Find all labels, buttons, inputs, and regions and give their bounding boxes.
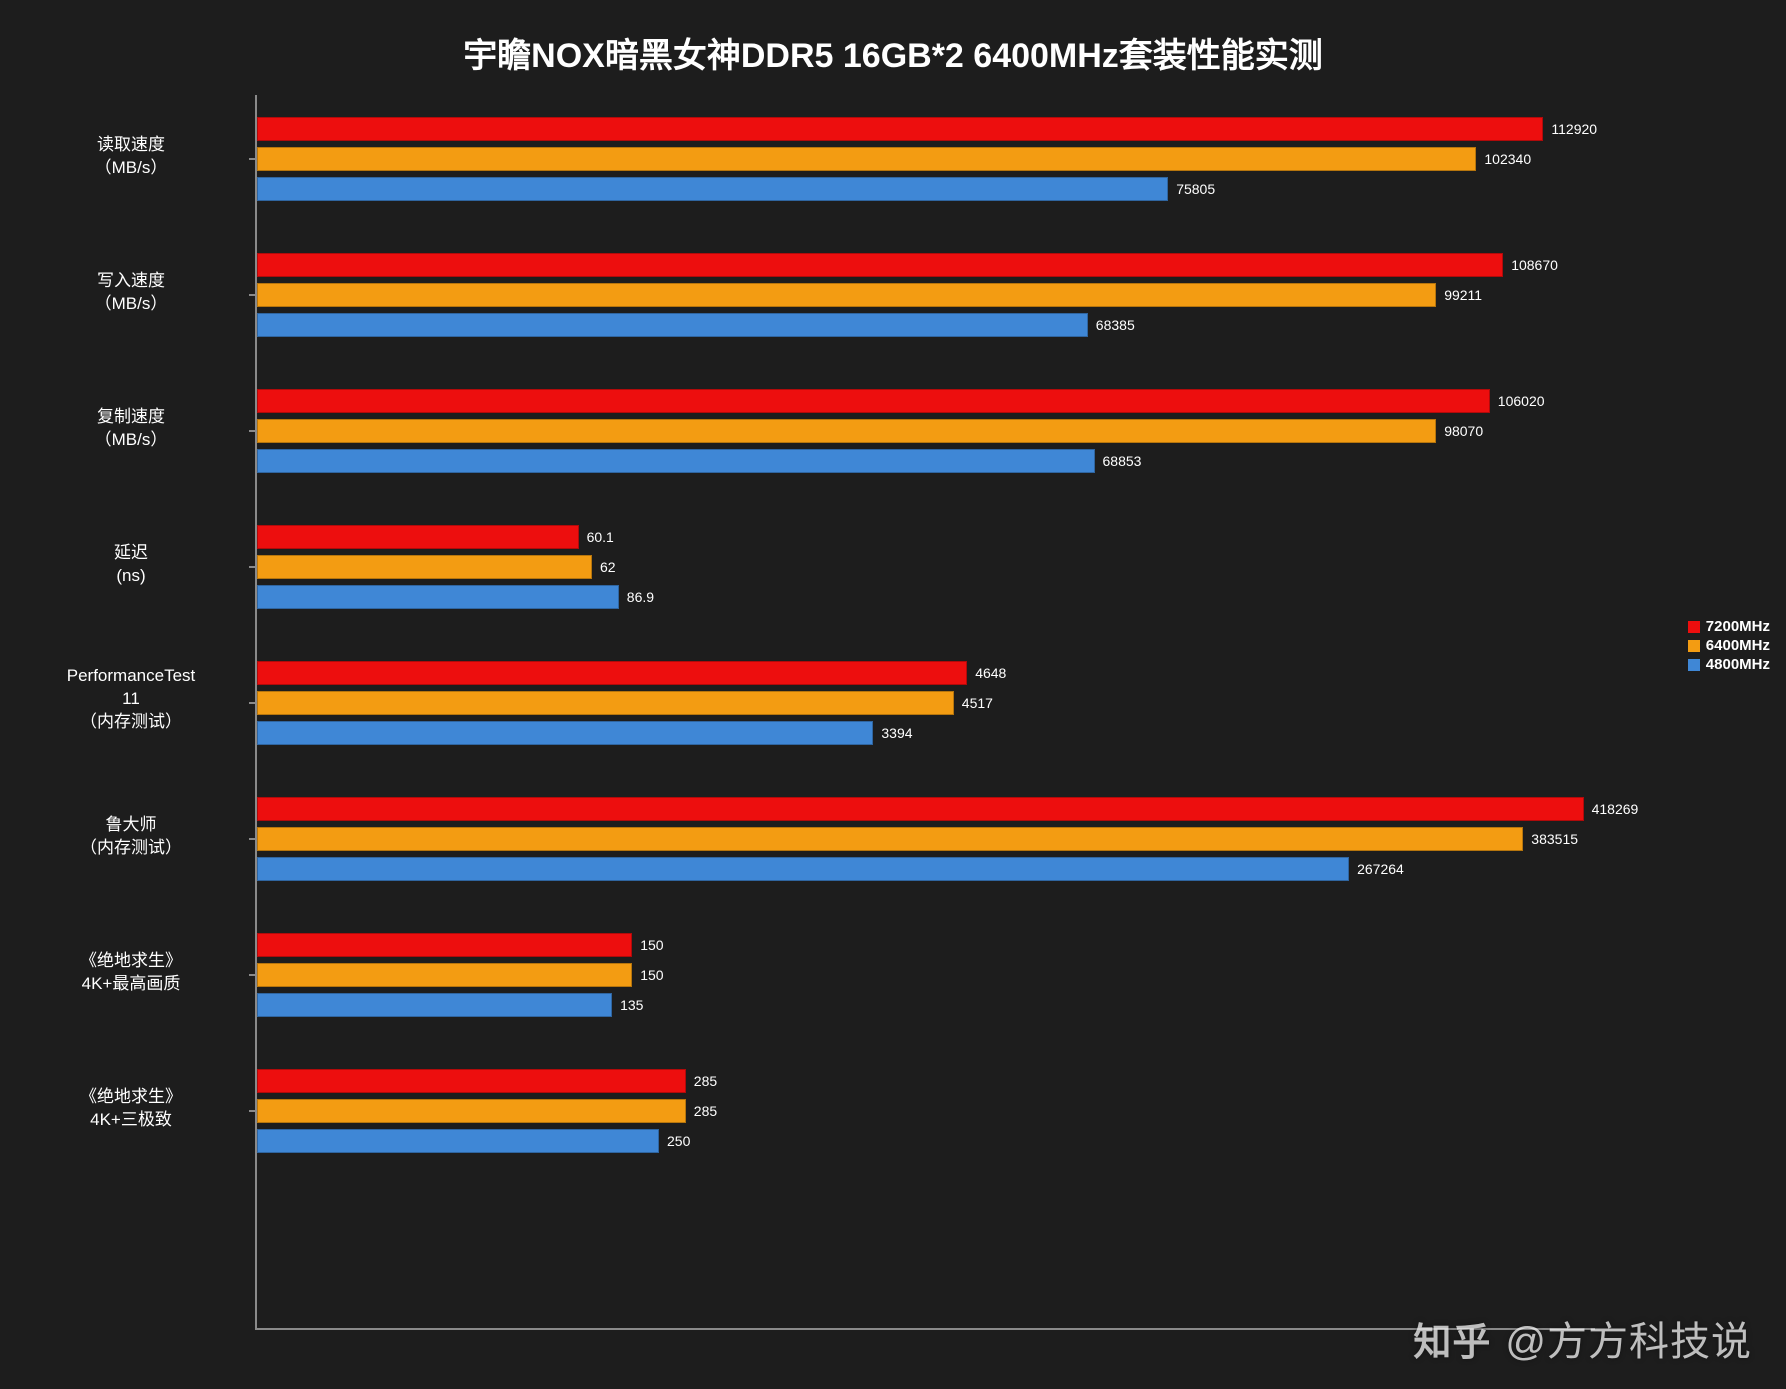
bar-group: 读取速度 （MB/s）11292010234075805 [255,117,1595,201]
bar-group: 《绝地求生》 4K+三极致285285250 [255,1069,1595,1153]
bar-value-label: 135 [612,997,643,1013]
chart-plot-area: 读取速度 （MB/s）11292010234075805写入速度 （MB/s）1… [255,95,1595,1330]
group-label: 《绝地求生》 4K+最高画质 [25,950,255,996]
bar-value-label: 4517 [954,695,993,711]
bar: 106020 [257,389,1490,413]
bar: 4517 [257,691,954,715]
group-label: 延迟 (ns) [25,542,255,588]
bar-value-label: 75805 [1168,181,1215,197]
y-tick [249,430,255,432]
bar: 3394 [257,721,873,745]
chart-title: 宇瞻NOX暗黑女神DDR5 16GB*2 6400MHz套装性能实测 [0,0,1786,95]
bar-value-label: 418269 [1584,801,1639,817]
y-tick [249,702,255,704]
bar-value-label: 62 [592,559,616,575]
bar-value-label: 108670 [1503,257,1558,273]
bar: 86.9 [257,585,619,609]
bar: 102340 [257,147,1476,171]
bar-value-label: 112920 [1543,121,1597,137]
bar: 383515 [257,827,1523,851]
bar-value-label: 86.9 [619,589,654,605]
bar: 285 [257,1069,686,1093]
legend-swatch-icon [1688,621,1700,633]
bar: 250 [257,1129,659,1153]
bar-value-label: 3394 [873,725,912,741]
bar-value-label: 102340 [1476,151,1531,167]
bar: 62 [257,555,592,579]
bar: 68853 [257,449,1095,473]
legend-label: 7200MHz [1706,618,1770,635]
bar-group: 复制速度 （MB/s）1060209807068853 [255,389,1595,473]
legend-swatch-icon [1688,659,1700,671]
legend-item: 4800MHz [1688,656,1770,673]
bar-group: 鲁大师 （内存测试）418269383515267264 [255,797,1595,881]
group-label: PerformanceTest 11 （内存测试） [25,665,255,734]
bar: 68385 [257,313,1088,337]
bar-value-label: 285 [686,1103,717,1119]
group-label: 鲁大师 （内存测试） [25,814,255,860]
y-tick [249,294,255,296]
bar: 135 [257,993,612,1017]
legend-swatch-icon [1688,640,1700,652]
bar-group: PerformanceTest 11 （内存测试）464845173394 [255,661,1595,745]
group-label: 《绝地求生》 4K+三极致 [25,1086,255,1132]
legend: 7200MHz 6400MHz 4800MHz [1688,618,1770,675]
bar: 285 [257,1099,686,1123]
bar-value-label: 68385 [1088,317,1135,333]
bar: 112920 [257,117,1543,141]
bar-value-label: 60.1 [579,529,614,545]
bar-value-label: 150 [632,937,663,953]
legend-item: 7200MHz [1688,618,1770,635]
bar-value-label: 99211 [1436,287,1482,303]
legend-label: 6400MHz [1706,637,1770,654]
bar-value-label: 4648 [967,665,1006,681]
bar: 75805 [257,177,1168,201]
bar-value-label: 267264 [1349,861,1404,877]
bar-group: 《绝地求生》 4K+最高画质150150135 [255,933,1595,1017]
bar: 267264 [257,857,1349,881]
bar-group: 写入速度 （MB/s）1086709921168385 [255,253,1595,337]
watermark-text: @方方科技说 [1505,1309,1752,1367]
bar-group: 延迟 (ns)60.16286.9 [255,525,1595,609]
group-label: 读取速度 （MB/s） [25,134,255,180]
bar: 98070 [257,419,1436,443]
y-tick [249,1110,255,1112]
group-label: 复制速度 （MB/s） [25,406,255,452]
bar-value-label: 383515 [1523,831,1578,847]
bar-value-label: 150 [632,967,663,983]
group-label: 写入速度 （MB/s） [25,270,255,316]
bar: 150 [257,963,632,987]
zhihu-logo-icon: 知乎 [1413,1311,1491,1366]
y-tick [249,566,255,568]
y-tick [249,974,255,976]
y-tick [249,158,255,160]
bar: 99211 [257,283,1436,307]
bar: 4648 [257,661,967,685]
watermark: 知乎 @方方科技说 [1413,1309,1752,1367]
bar: 60.1 [257,525,579,549]
legend-label: 4800MHz [1706,656,1770,673]
bar: 418269 [257,797,1584,821]
bar-value-label: 106020 [1490,393,1545,409]
bar-value-label: 98070 [1436,423,1483,439]
x-axis [255,1328,1595,1330]
bar-value-label: 68853 [1095,453,1142,469]
bar: 150 [257,933,632,957]
bar: 108670 [257,253,1503,277]
bar-value-label: 250 [659,1133,690,1149]
legend-item: 6400MHz [1688,637,1770,654]
bar-value-label: 285 [686,1073,717,1089]
y-tick [249,838,255,840]
